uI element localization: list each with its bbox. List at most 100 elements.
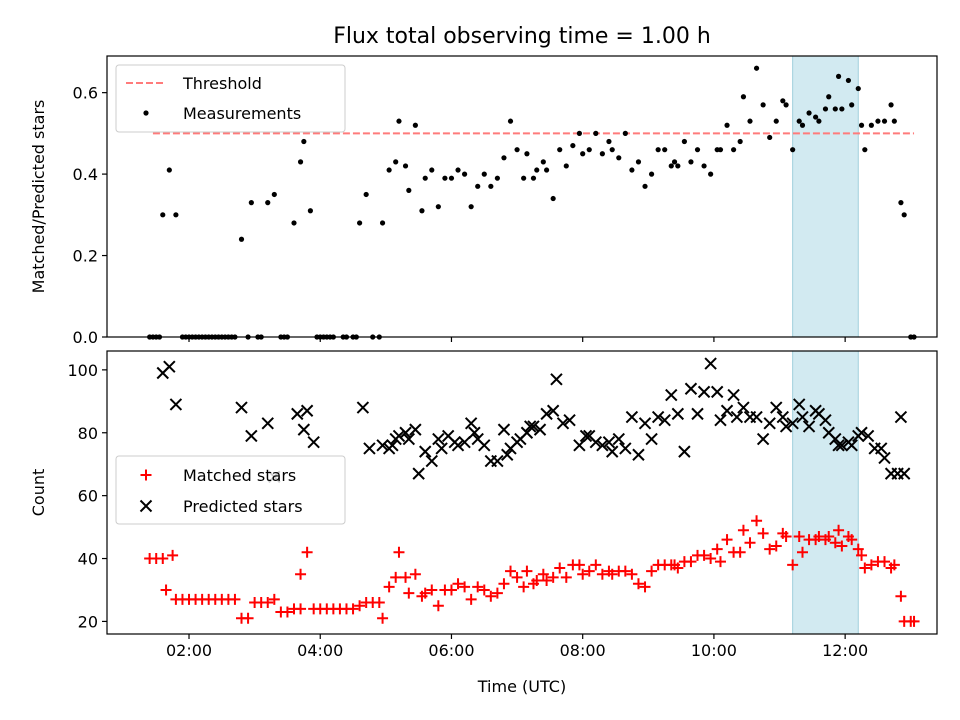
data-point	[419, 445, 432, 458]
data-point	[839, 106, 845, 112]
data-point	[895, 590, 907, 602]
data-point	[888, 102, 894, 108]
data-point	[651, 410, 665, 424]
data-point	[602, 435, 616, 449]
x-tick-label: 04:00	[297, 641, 343, 660]
data-point	[796, 546, 808, 558]
data-point	[646, 565, 658, 577]
data-point	[806, 110, 812, 116]
data-point	[376, 439, 389, 452]
data-point	[846, 534, 858, 546]
data-point	[836, 540, 848, 552]
data-point	[833, 524, 845, 536]
data-point	[281, 606, 293, 618]
data-point	[606, 138, 612, 145]
data-point	[894, 410, 908, 424]
data-point	[776, 410, 790, 424]
data-point	[527, 420, 540, 433]
data-point	[396, 118, 402, 124]
data-point	[400, 571, 412, 583]
data-point	[557, 147, 563, 153]
data-point	[511, 571, 523, 583]
legend-label: Predicted stars	[183, 497, 303, 516]
data-point	[780, 531, 792, 543]
y-tick-label: 40	[78, 550, 98, 569]
data-point	[681, 138, 687, 145]
data-point	[855, 85, 861, 92]
data-point	[505, 565, 517, 577]
data-point	[167, 549, 179, 561]
data-point	[363, 191, 369, 198]
data-point	[268, 593, 280, 605]
data-point	[406, 187, 412, 193]
data-point	[763, 417, 776, 430]
data-point	[461, 171, 468, 177]
data-point	[393, 159, 399, 165]
data-point	[855, 426, 868, 439]
data-point	[501, 155, 507, 161]
data-point	[547, 571, 559, 583]
data-point	[635, 159, 642, 165]
data-point	[579, 429, 593, 443]
data-point	[816, 118, 822, 124]
y-tick-label: 0.2	[73, 247, 98, 266]
data-point	[859, 562, 871, 574]
data-point	[593, 130, 599, 136]
data-point	[295, 603, 307, 615]
data-point	[897, 467, 911, 480]
data-point	[357, 220, 363, 226]
data-point	[642, 183, 648, 189]
data-point	[540, 407, 553, 421]
data-point	[779, 420, 793, 433]
data-point	[521, 175, 527, 181]
data-point	[865, 559, 877, 571]
data-point	[626, 568, 638, 580]
data-point	[356, 401, 370, 414]
data-point	[868, 122, 874, 128]
data-point	[429, 167, 435, 173]
legend-box	[115, 455, 346, 525]
data-point	[622, 130, 628, 136]
data-point	[901, 212, 907, 218]
data-point	[862, 147, 868, 153]
data-point	[173, 212, 179, 218]
data-point	[845, 439, 858, 452]
data-point	[751, 515, 763, 527]
data-point	[832, 439, 845, 452]
data-point	[835, 73, 842, 79]
y-tick-label: 80	[78, 424, 98, 443]
data-point	[744, 537, 756, 549]
data-point	[770, 401, 783, 414]
data-point	[442, 175, 448, 181]
data-point	[819, 413, 832, 427]
data-point	[390, 571, 402, 583]
data-point	[619, 442, 632, 455]
data-point	[518, 581, 530, 593]
data-point	[678, 445, 691, 458]
data-point	[822, 106, 829, 112]
data-point	[514, 147, 520, 153]
data-point	[425, 454, 438, 468]
data-point	[720, 404, 734, 417]
data-point	[632, 448, 645, 461]
data-point	[523, 420, 537, 433]
data-point	[750, 410, 763, 424]
data-point	[747, 118, 753, 124]
data-point	[491, 587, 503, 599]
data-point	[596, 568, 608, 580]
data-point	[481, 171, 487, 177]
data-point	[426, 584, 438, 596]
data-point	[629, 167, 635, 173]
data-point	[238, 236, 245, 242]
y-axis-label: Matched/Predicted stars	[29, 100, 48, 294]
data-point	[297, 423, 311, 436]
data-point	[300, 404, 314, 417]
data-point	[452, 578, 464, 590]
data-point	[139, 499, 153, 513]
data-point	[307, 208, 313, 214]
data-point	[271, 191, 277, 198]
data-point	[573, 559, 585, 571]
data-point	[662, 147, 668, 153]
data-point	[432, 600, 444, 612]
data-point	[262, 597, 274, 609]
